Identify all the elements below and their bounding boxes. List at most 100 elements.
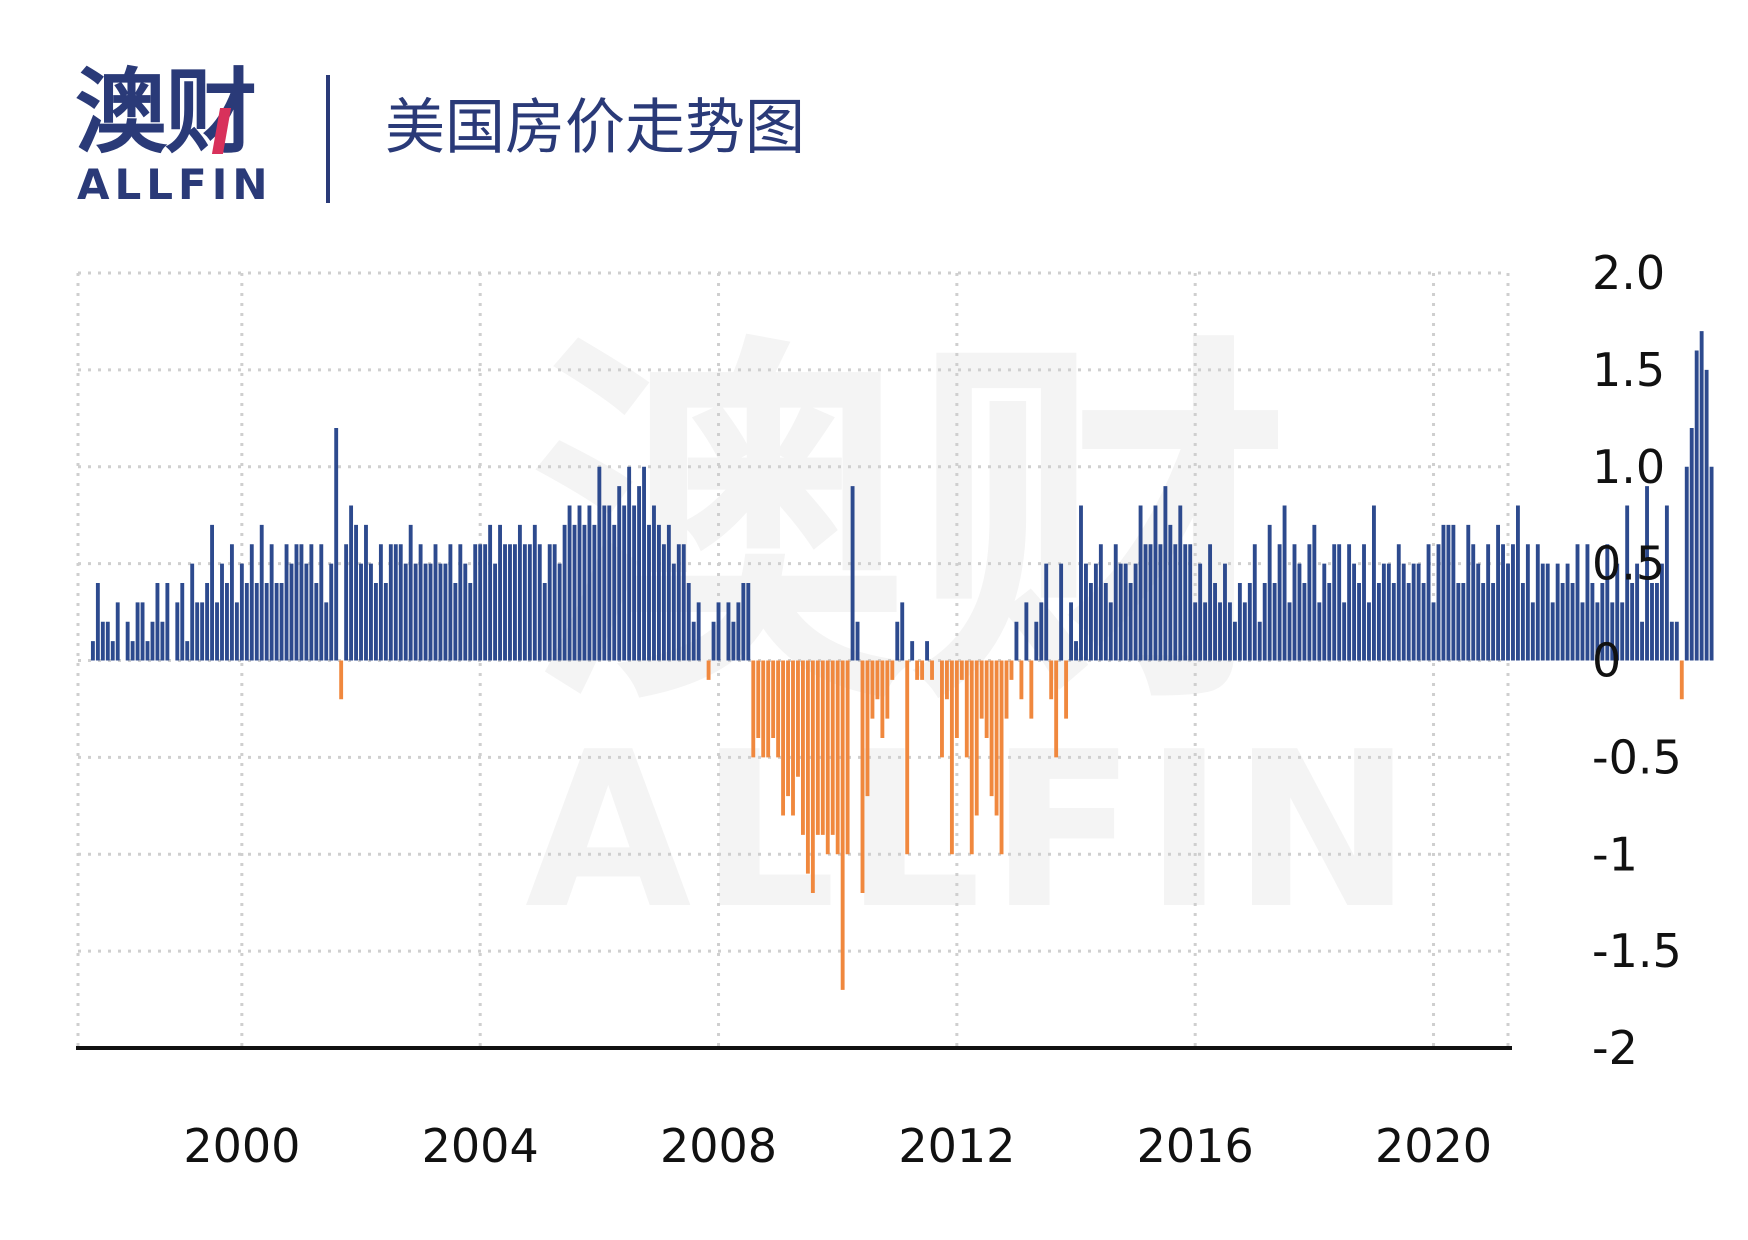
bar [557, 563, 562, 661]
bar [805, 660, 810, 874]
bar [1098, 544, 1103, 661]
bar [140, 602, 145, 661]
bar [319, 544, 324, 661]
bar [443, 563, 448, 661]
y-tick-label: 0.5 [1592, 537, 1665, 591]
y-tick-label: -1 [1592, 827, 1638, 881]
bar [930, 660, 934, 680]
bar [135, 602, 140, 661]
bar [1138, 505, 1143, 661]
y-tick-label: -0.5 [1592, 730, 1682, 784]
bar [1560, 583, 1565, 661]
bar [607, 505, 612, 661]
bar [1198, 563, 1203, 661]
bar [845, 660, 850, 855]
bar [1168, 524, 1173, 661]
bar [259, 524, 264, 661]
bar [1481, 583, 1486, 661]
bar [1570, 583, 1575, 661]
bar [949, 660, 954, 855]
bar [751, 660, 756, 758]
bar [513, 544, 517, 661]
bar [1282, 505, 1287, 661]
bar [90, 641, 95, 661]
bar [1466, 524, 1471, 661]
bar [1232, 621, 1237, 661]
bar [1247, 583, 1252, 661]
bar [835, 660, 840, 855]
bar [1446, 524, 1451, 661]
bar [1679, 660, 1684, 700]
bar [428, 563, 433, 661]
bar [776, 660, 781, 758]
bar [1337, 544, 1342, 661]
bar [1034, 621, 1039, 661]
bar [433, 544, 438, 661]
bar [1704, 369, 1709, 661]
bar [294, 544, 299, 661]
bar [1173, 544, 1178, 661]
bar [1575, 544, 1580, 661]
bar [880, 660, 885, 738]
header-divider [326, 75, 330, 203]
bar [552, 544, 557, 661]
bar [632, 505, 637, 661]
bar [1208, 544, 1213, 661]
bar [587, 505, 592, 661]
bar [1436, 544, 1441, 661]
bar [517, 524, 522, 661]
bar [1084, 563, 1088, 661]
bar [1108, 602, 1113, 661]
bar [766, 660, 771, 758]
bar [994, 660, 999, 816]
bar [652, 505, 656, 661]
bar [1525, 544, 1530, 661]
bar [1074, 641, 1078, 661]
bar [1550, 602, 1555, 661]
bar [597, 466, 602, 661]
bar [781, 660, 786, 816]
bar [1655, 583, 1659, 661]
bar [1610, 602, 1615, 661]
bar [999, 660, 1004, 855]
bar [746, 583, 751, 661]
bar [1059, 563, 1064, 661]
bar [1635, 563, 1640, 661]
bar [1376, 583, 1381, 661]
bar [289, 563, 294, 661]
bar [408, 524, 413, 661]
bar [537, 544, 542, 661]
bar [1456, 583, 1461, 661]
bar [1362, 544, 1366, 661]
bar [756, 660, 761, 738]
bar [314, 583, 319, 661]
bar [1272, 583, 1277, 661]
bar [1540, 563, 1545, 661]
y-tick-label: 0 [1592, 634, 1621, 688]
bar [324, 602, 329, 661]
bar [1014, 621, 1019, 661]
bar [661, 544, 666, 661]
bar [100, 621, 105, 661]
bar [1332, 544, 1337, 661]
bar [1709, 466, 1714, 661]
bar [1386, 563, 1391, 661]
bar [1520, 583, 1525, 661]
bar [279, 583, 284, 661]
bar [726, 602, 731, 661]
bar [964, 660, 969, 758]
bar [706, 660, 711, 680]
bar [234, 602, 239, 661]
bar [602, 505, 607, 661]
bar [195, 602, 200, 661]
bar [344, 544, 349, 661]
bar [1123, 563, 1128, 661]
bar [1118, 563, 1123, 661]
bar [800, 660, 805, 835]
y-tick-label: 1.0 [1592, 440, 1665, 494]
bar [1406, 583, 1411, 661]
bar [413, 563, 418, 661]
bar [1133, 563, 1138, 661]
bar [1213, 583, 1217, 661]
